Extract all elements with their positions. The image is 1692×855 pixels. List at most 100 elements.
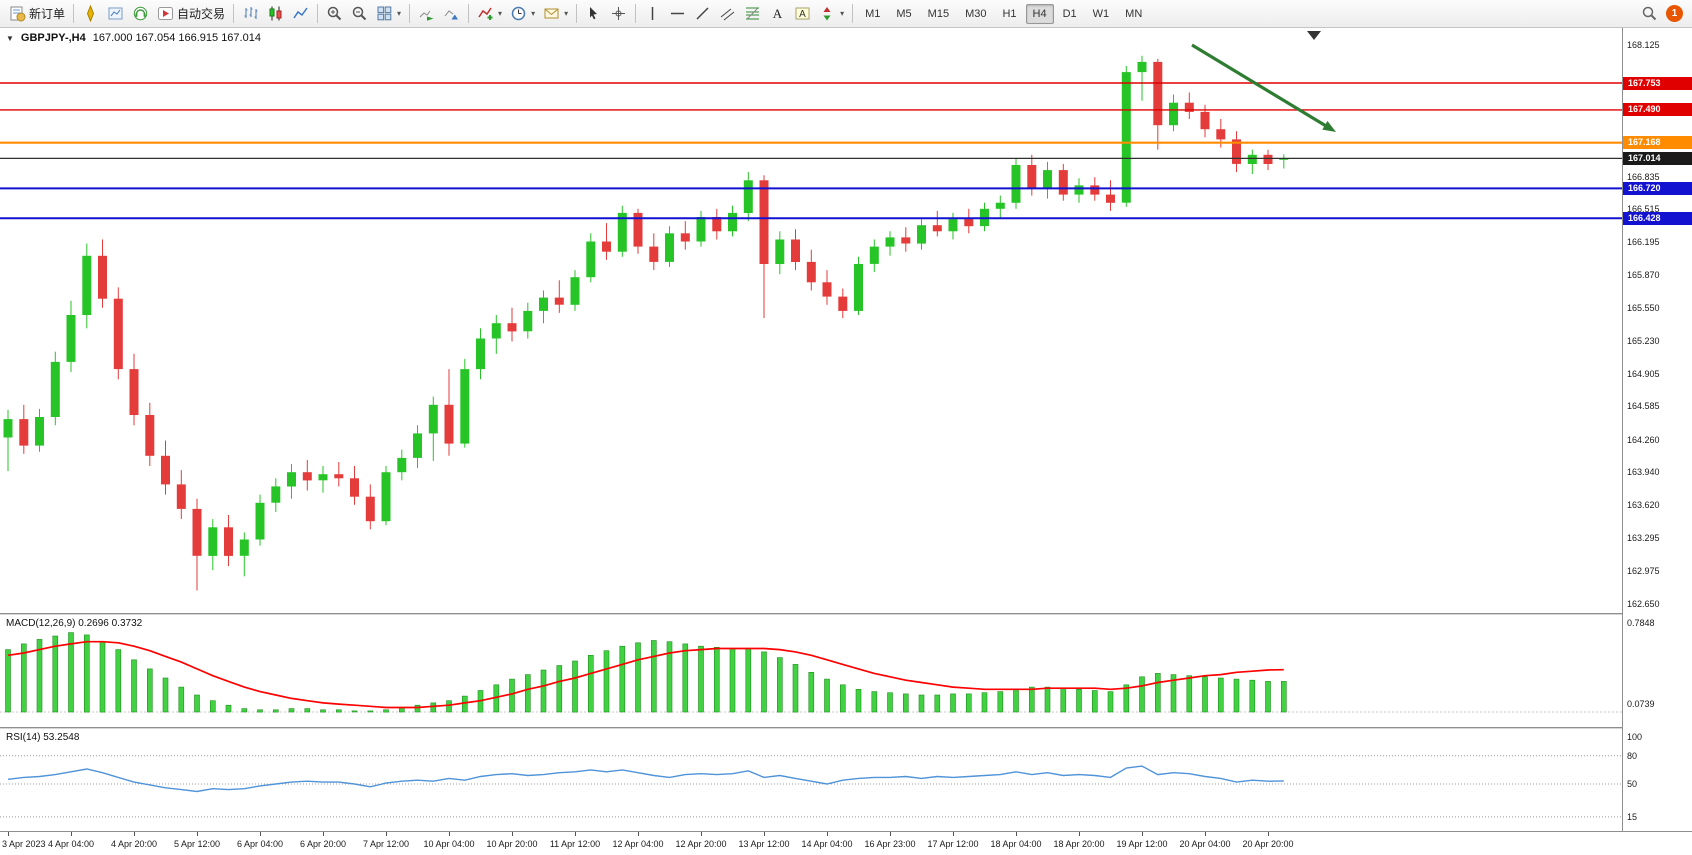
timeframe-m1[interactable]: M1 <box>865 7 881 20</box>
community-button[interactable] <box>128 3 153 24</box>
candle[interactable] <box>1247 149 1257 175</box>
new-chart-button[interactable]: ▾ <box>372 3 405 24</box>
search-button[interactable] <box>1637 3 1662 24</box>
candle[interactable] <box>3 409 13 472</box>
candle[interactable] <box>176 470 186 520</box>
candle[interactable] <box>523 302 533 339</box>
candle[interactable] <box>680 221 690 250</box>
candle[interactable] <box>696 210 706 247</box>
rsi-pane[interactable] <box>0 729 1622 831</box>
candle[interactable] <box>82 243 92 329</box>
candle[interactable] <box>901 227 911 252</box>
auto-scroll-button[interactable] <box>414 3 439 24</box>
candle[interactable] <box>948 212 958 240</box>
candle[interactable] <box>775 231 785 275</box>
candle[interactable] <box>838 288 848 319</box>
timeframe-mn[interactable]: MN <box>1125 7 1143 20</box>
notification-badge[interactable]: 1 <box>1666 5 1683 22</box>
label-button[interactable]: A <box>790 3 815 24</box>
main-chart[interactable] <box>0 28 1622 613</box>
pane-separator[interactable] <box>0 727 1692 729</box>
candle[interactable] <box>66 300 76 373</box>
line-chart-button[interactable] <box>288 3 313 24</box>
chart-shift-marker[interactable] <box>1307 31 1321 40</box>
candle[interactable] <box>113 287 123 380</box>
zoom-in-button[interactable] <box>322 3 347 24</box>
collapse-icon[interactable]: ▼ <box>6 33 14 43</box>
timeframe-d1[interactable]: D1 <box>1062 7 1077 20</box>
candle[interactable] <box>145 402 155 466</box>
candle[interactable] <box>287 464 296 499</box>
candle[interactable] <box>743 172 753 222</box>
candle[interactable] <box>365 484 375 530</box>
candle[interactable] <box>129 353 139 426</box>
candle[interactable] <box>1106 180 1115 211</box>
candle[interactable] <box>980 202 989 232</box>
candle[interactable] <box>1011 157 1021 209</box>
vertical-line-button[interactable] <box>640 3 665 24</box>
fibonacci-button[interactable] <box>740 3 765 24</box>
candle[interactable] <box>995 195 1005 220</box>
candle[interactable] <box>1184 92 1194 120</box>
candle[interactable] <box>791 229 800 271</box>
candle[interactable] <box>554 280 564 313</box>
new-order-button[interactable]: 新订单 <box>5 3 69 24</box>
time-axis[interactable]: 3 Apr 2023 4 Apr 04:00 4 Apr 20:00 5 Apr 12… <box>0 831 1692 855</box>
candle[interactable] <box>1153 58 1163 150</box>
indicators-button[interactable]: ▾ <box>473 3 506 24</box>
candle[interactable] <box>539 290 548 324</box>
candle[interactable] <box>854 256 863 315</box>
channel-button[interactable] <box>715 3 740 24</box>
candle[interactable] <box>964 208 974 234</box>
candle[interactable] <box>1074 178 1084 203</box>
candle[interactable] <box>428 396 438 461</box>
candle[interactable] <box>507 307 517 342</box>
zoom-out-button[interactable] <box>347 3 372 24</box>
candle[interactable] <box>192 498 202 591</box>
candle[interactable] <box>334 462 344 487</box>
candle[interactable] <box>633 208 643 254</box>
candle[interactable] <box>35 408 44 452</box>
text-button[interactable]: A <box>765 3 790 24</box>
candle[interactable] <box>1169 94 1178 132</box>
candle[interactable] <box>318 466 328 493</box>
timeframe-m15[interactable]: M15 <box>927 7 950 20</box>
candle[interactable] <box>381 466 391 526</box>
candle[interactable] <box>491 315 501 354</box>
timeframe-h1[interactable]: H1 <box>1002 7 1017 20</box>
candle[interactable] <box>1232 131 1241 173</box>
timeframe-m30[interactable]: M30 <box>965 7 987 20</box>
candle[interactable] <box>1263 149 1273 171</box>
candle[interactable] <box>19 404 29 454</box>
candle[interactable] <box>728 205 737 237</box>
pane-separator[interactable] <box>0 613 1692 615</box>
candle[interactable] <box>1137 55 1147 101</box>
candle[interactable] <box>397 449 407 481</box>
candle[interactable] <box>570 270 580 311</box>
shapes-button[interactable]: ▾ <box>815 3 848 24</box>
candle[interactable] <box>1058 163 1068 201</box>
macd-pane[interactable] <box>0 615 1622 727</box>
candle[interactable] <box>806 249 816 291</box>
candle[interactable] <box>208 519 218 571</box>
candle[interactable] <box>869 239 879 273</box>
candle[interactable] <box>1279 154 1289 169</box>
price-axis[interactable]: 168.125 166.835 166.515 166.195 165.870 165.5… <box>1622 28 1692 831</box>
horizontal-line-button[interactable] <box>665 3 690 24</box>
templates-button[interactable]: ▾ <box>539 3 572 24</box>
trend-arrow-annotation[interactable] <box>1191 43 1336 132</box>
candle[interactable] <box>649 233 659 271</box>
wizard-button[interactable] <box>78 3 103 24</box>
candle[interactable] <box>302 459 312 491</box>
candle[interactable] <box>917 219 926 250</box>
candle[interactable] <box>665 226 674 267</box>
chart-shift-button[interactable] <box>439 3 464 24</box>
profile-button[interactable] <box>103 3 128 24</box>
candle[interactable] <box>759 175 769 319</box>
candle[interactable] <box>586 233 596 283</box>
candle[interactable] <box>1043 161 1052 199</box>
candle[interactable] <box>224 515 233 567</box>
candle[interactable] <box>1027 154 1037 196</box>
bar-chart-button[interactable] <box>238 3 263 24</box>
auto-trading-button[interactable]: 自动交易 <box>153 3 229 24</box>
